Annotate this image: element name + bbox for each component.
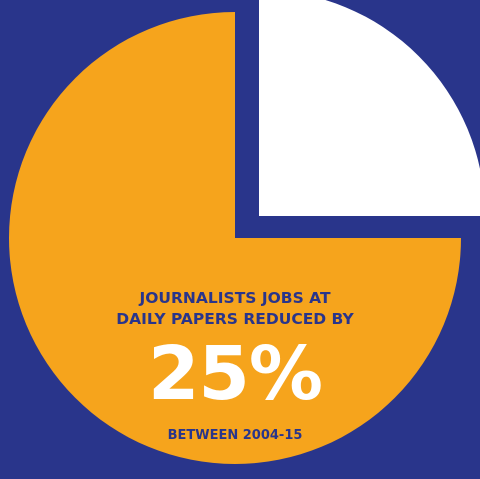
annotation-line-1: JOURNALISTS JOBS AT [139, 289, 331, 307]
annotation-footer: BETWEEN 2004-15 [167, 428, 303, 443]
annotation-headline: JOURNALISTS JOBS AT DAILY PAPERS REDUCED… [100, 288, 370, 330]
annotation-line-2: DAILY PAPERS REDUCED BY [116, 310, 354, 328]
pie-slice-1 [259, 0, 480, 216]
pie-slice-0 [9, 12, 461, 464]
percentage-value: 25% [147, 331, 323, 417]
